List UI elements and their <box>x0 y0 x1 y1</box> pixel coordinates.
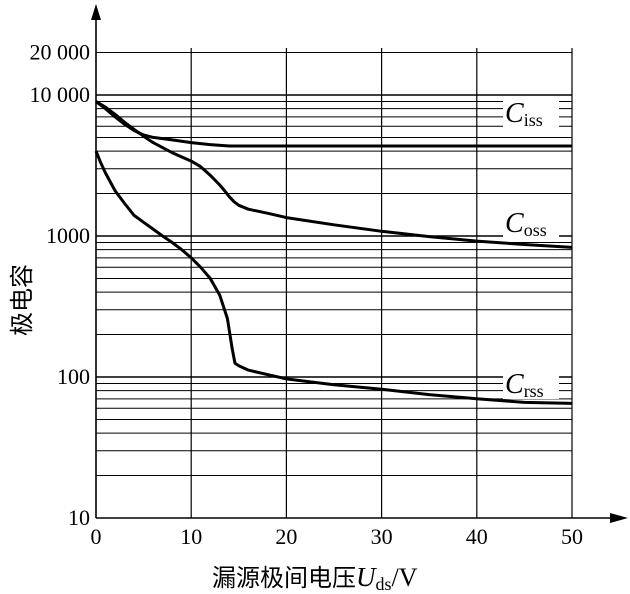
x-tick-label: 20 <box>275 524 297 549</box>
series-label-backing <box>503 208 559 238</box>
axis-titles: 漏源极间电压Uds/V 极电容 <box>8 264 418 594</box>
x-axis-title: 漏源极间电压Uds/V <box>212 562 418 594</box>
series-label-ciss: Ciss <box>505 98 543 130</box>
series-label-crss: Crss <box>505 369 544 401</box>
series-ciss-line <box>95 100 572 148</box>
major-gridlines <box>96 48 573 518</box>
y-tick-label: 100 <box>57 364 90 389</box>
x-tick-label: 0 <box>91 524 102 549</box>
series-label-backing <box>503 369 559 399</box>
x-tick-label: 40 <box>466 524 488 549</box>
x-axis-arrow <box>610 513 628 523</box>
series-coss-line <box>95 100 573 249</box>
series-labels: Ciss Coss Crss <box>503 98 559 401</box>
series-label-coss: Coss <box>505 208 547 240</box>
y-axis-title: 极电容 <box>8 264 36 336</box>
x-tick-label: 10 <box>180 524 202 549</box>
series-label-backing <box>503 98 559 128</box>
axes <box>91 4 628 523</box>
x-tick-label: 30 <box>371 524 393 549</box>
y-tick-label: 20 000 <box>30 40 91 65</box>
series-crss-line <box>94 150 573 405</box>
x-tick-label: 50 <box>561 524 583 549</box>
y-tick-label: 1000 <box>46 223 90 248</box>
y-tick-label: 10 <box>68 505 90 530</box>
minor-gridlines <box>96 52 572 477</box>
y-axis-arrow <box>91 4 101 20</box>
y-tick-label: 10 000 <box>30 82 91 107</box>
series-curves <box>94 100 573 405</box>
